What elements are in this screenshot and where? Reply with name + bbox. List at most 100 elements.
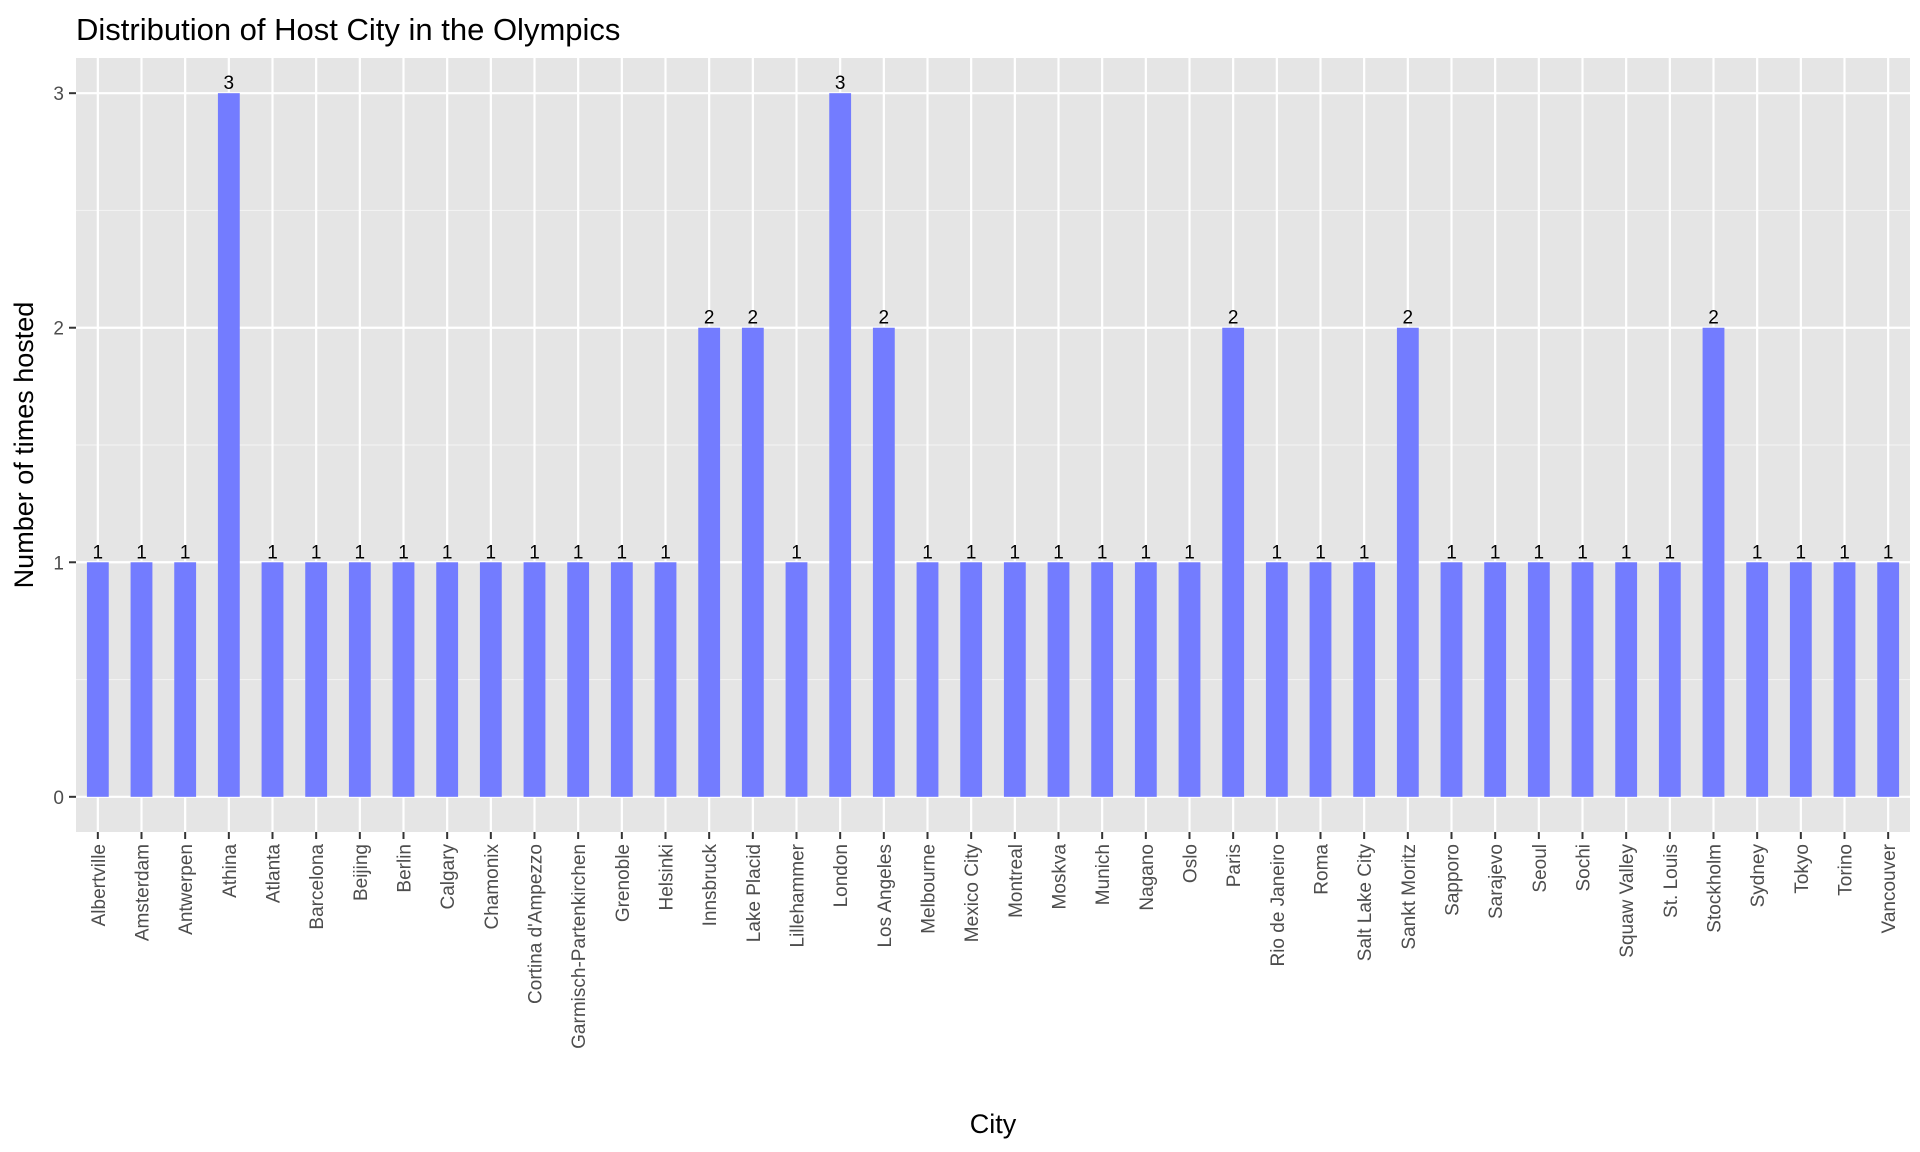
- x-tick-label: Paris: [1224, 844, 1245, 887]
- bar: [305, 562, 328, 797]
- bar: [1877, 562, 1900, 797]
- bar: [174, 562, 197, 797]
- bar: [1527, 562, 1550, 797]
- bar-value-label: 1: [1490, 542, 1501, 563]
- x-tick-label: London: [831, 844, 852, 907]
- bar: [1440, 562, 1463, 797]
- bar-value-label: 1: [529, 542, 540, 563]
- bar: [1178, 562, 1201, 797]
- x-tick-label: Torino: [1836, 844, 1857, 896]
- bar-value-label: 2: [748, 308, 759, 329]
- bar: [348, 562, 371, 797]
- x-tick-label: Sapporo: [1443, 844, 1464, 916]
- x-tick-label: Sochi: [1574, 844, 1595, 892]
- x-tick-label: Squaw Valley: [1617, 844, 1638, 958]
- bar-value-labels: 1 1 1 3 1 1 1 1 1 1 1 1 1 1 2 2 1 3 2 1 1 1 1 1 1 1 2 1 1 1 2 1 1 1 1 1 1 2 1 1…: [93, 73, 1894, 563]
- bar-value-label: 1: [1184, 542, 1195, 563]
- bar: [829, 93, 852, 797]
- bar: [1702, 327, 1725, 797]
- bar-value-label: 1: [1796, 542, 1807, 563]
- x-tick-label: Munich: [1093, 844, 1114, 905]
- bar: [1265, 562, 1288, 797]
- x-tick-label: Vancouver: [1879, 843, 1900, 933]
- bar: [86, 562, 109, 797]
- bar-value-label: 1: [1839, 542, 1850, 563]
- bar: [1222, 327, 1245, 797]
- bar: [1789, 562, 1812, 797]
- bar-value-label: 1: [660, 542, 671, 563]
- y-axis-title: Number of times hosted: [9, 302, 39, 589]
- bar-value-label: 1: [486, 542, 497, 563]
- bar: [1091, 562, 1114, 797]
- bar: [872, 327, 895, 797]
- bar: [130, 562, 153, 797]
- bar-value-label: 1: [311, 542, 322, 563]
- x-tick-label: Oslo: [1181, 844, 1202, 883]
- bar-value-label: 1: [1272, 542, 1283, 563]
- bar-value-label: 1: [1665, 542, 1676, 563]
- x-tick-label: Grenoble: [613, 844, 634, 922]
- bar-value-label: 1: [180, 542, 191, 563]
- bar-value-label: 1: [791, 542, 802, 563]
- bar: [741, 327, 764, 797]
- bar-value-label: 1: [966, 542, 977, 563]
- x-tick-label: Melbourne: [919, 844, 940, 934]
- x-tick-label: Rio de Janeiro: [1268, 844, 1289, 967]
- x-tick-label: Tokyo: [1792, 844, 1813, 894]
- bar-value-label: 3: [224, 73, 235, 94]
- x-tick-label: Amsterdam: [133, 844, 154, 941]
- bar: [1396, 327, 1419, 797]
- bar: [1615, 562, 1638, 797]
- bar-value-label: 1: [1010, 542, 1021, 563]
- bar-value-label: 1: [1141, 542, 1152, 563]
- bar-value-label: 1: [1359, 542, 1370, 563]
- bar-value-label: 1: [922, 542, 933, 563]
- bar: [698, 327, 721, 797]
- x-tick-label: Albertville: [89, 844, 110, 926]
- bar: [610, 562, 633, 797]
- bar: [1134, 562, 1157, 797]
- y-tick-label: 0: [53, 788, 64, 809]
- x-tick-label: Moskva: [1050, 844, 1071, 910]
- x-tick-label: Beijing: [351, 844, 372, 901]
- bar: [1353, 562, 1376, 797]
- bar: [1309, 562, 1332, 797]
- bar: [523, 562, 546, 797]
- x-tick-label: Athina: [220, 844, 241, 898]
- bar-value-label: 2: [879, 308, 890, 329]
- bar-value-label: 2: [1228, 308, 1239, 329]
- bar: [1833, 562, 1856, 797]
- bar-value-label: 1: [136, 542, 147, 563]
- x-tick-label: Barcelona: [307, 844, 328, 930]
- x-tick-label: Los Angeles: [875, 844, 896, 948]
- x-tick-label: Cortina d'Ampezzo: [526, 844, 547, 1004]
- bar-value-label: 1: [1534, 542, 1545, 563]
- x-tick-label: Lake Placid: [744, 844, 765, 942]
- bar: [1003, 562, 1026, 797]
- bar: [436, 562, 459, 797]
- bar-value-label: 1: [355, 542, 366, 563]
- x-axis: Albertville Amsterdam Antwerpen Athina Atlan…: [89, 832, 1900, 1049]
- x-tick-label: Sankt Moritz: [1399, 844, 1420, 950]
- bar-value-label: 1: [1315, 542, 1326, 563]
- bar: [1484, 562, 1507, 797]
- bar: [567, 562, 590, 797]
- chart-title: Distribution of Host City in the Olympic…: [76, 12, 620, 47]
- bar-value-label: 1: [93, 542, 104, 563]
- bar-value-label: 2: [1708, 308, 1719, 329]
- bar: [392, 562, 415, 797]
- x-tick-label: Stockholm: [1705, 844, 1726, 933]
- x-tick-label: Mexico City: [962, 844, 983, 943]
- bar-value-label: 1: [442, 542, 453, 563]
- x-tick-label: Roma: [1312, 844, 1333, 895]
- x-tick-label: Garmisch-Partenkirchen: [569, 844, 590, 1049]
- bar-value-label: 2: [1403, 308, 1414, 329]
- x-tick-label: Antwerpen: [176, 844, 197, 935]
- x-tick-label: Berlin: [395, 844, 416, 893]
- x-tick-label: Chamonix: [482, 844, 503, 930]
- bar-value-label: 1: [1577, 542, 1588, 563]
- bar: [479, 562, 502, 797]
- x-tick-label: Seoul: [1530, 844, 1551, 893]
- x-tick-label: Salt Lake City: [1355, 844, 1376, 962]
